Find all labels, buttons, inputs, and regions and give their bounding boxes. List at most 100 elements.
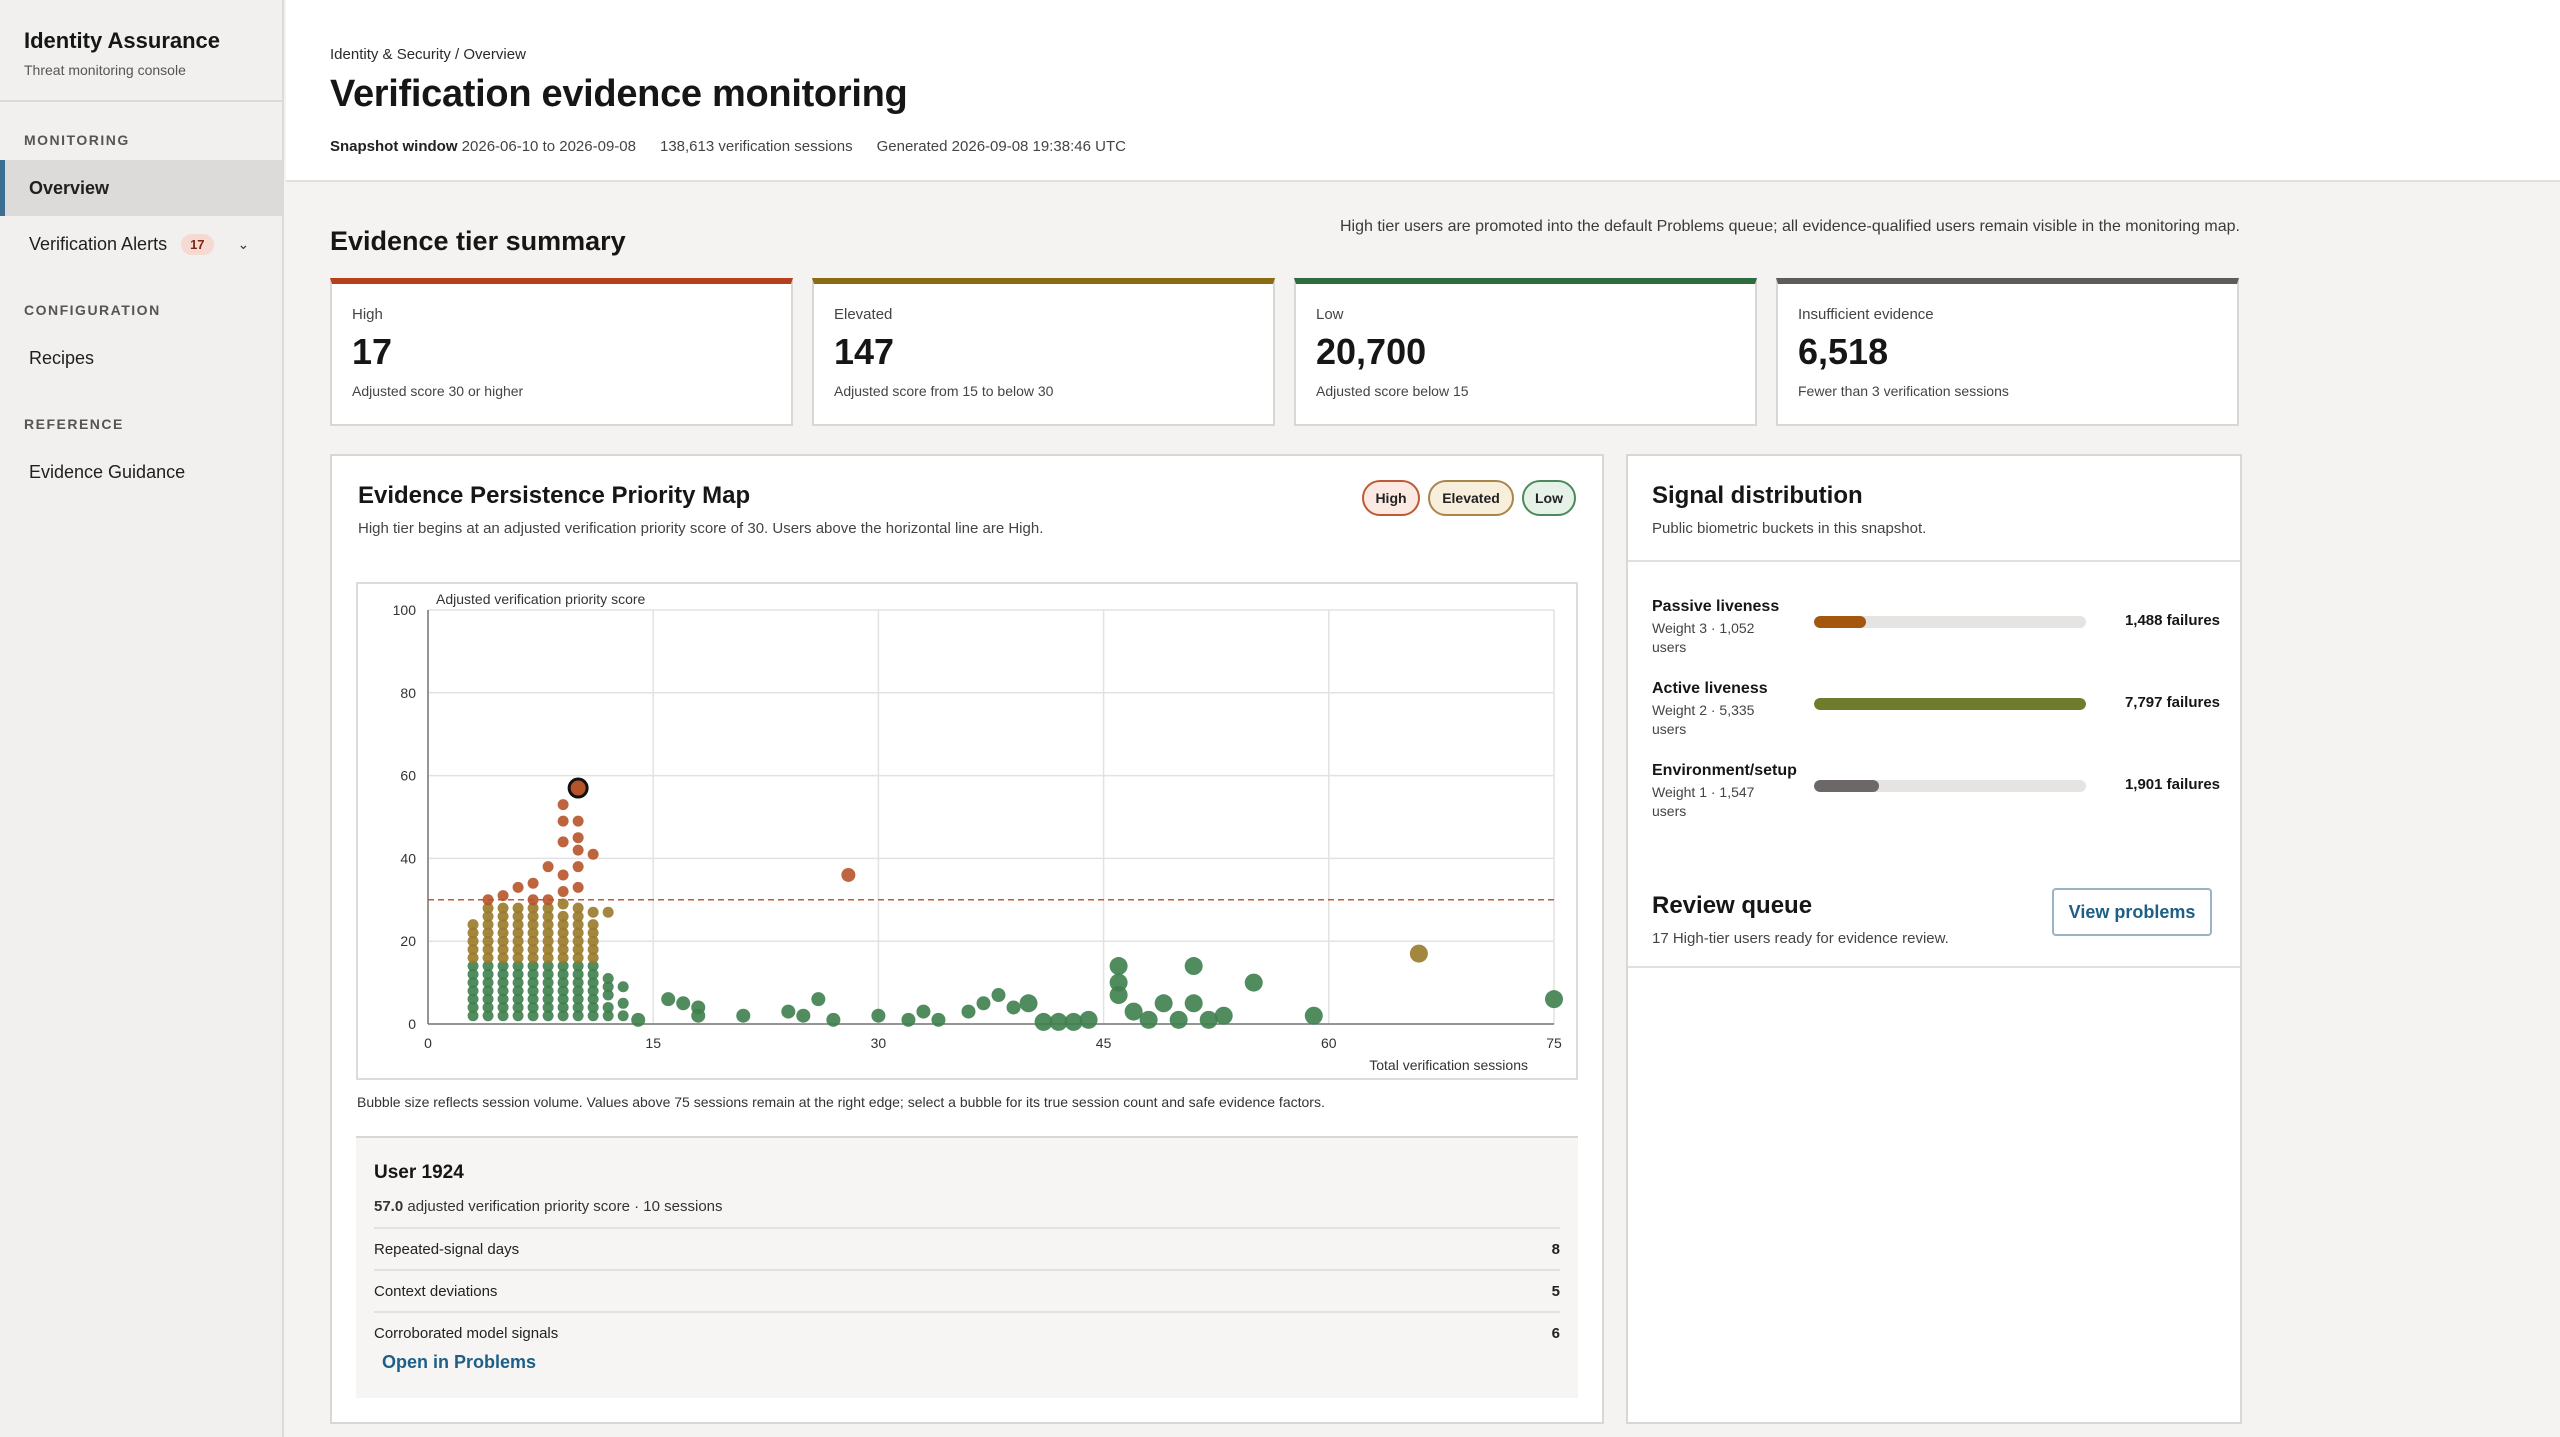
data-point: [617, 1010, 629, 1022]
signal-count: 7,797 failures: [2124, 694, 2220, 711]
data-point: [572, 927, 584, 939]
detail-row-label: Context deviations: [374, 1282, 498, 1300]
tier-label: Elevated: [834, 306, 893, 323]
signal-name: Environment/setup: [1652, 762, 1797, 779]
detail-row-label: Corroborated model signals: [374, 1324, 559, 1342]
data-point: [572, 1010, 584, 1022]
sidebar-item-evidence-guidance[interactable]: Evidence Guidance: [0, 444, 282, 500]
data-point: [512, 977, 524, 989]
sidebar-item-verification-alerts[interactable]: Verification Alerts 17 ⌄: [0, 216, 282, 272]
breadcrumb: Identity & Security / Overview: [330, 46, 526, 63]
data-point: [542, 902, 554, 914]
data-point: [542, 910, 554, 922]
data-point: [512, 1010, 524, 1022]
sidebar-header: Identity Assurance Threat monitoring con…: [0, 0, 282, 102]
detail-score-line: 57.0 adjusted verification priority scor…: [374, 1198, 1560, 1215]
x-axis-label: Total verification sessions: [1369, 1057, 1528, 1073]
data-point: [1124, 1002, 1143, 1021]
data-point: [1184, 957, 1203, 976]
y-axis-label: Adjusted verification priority score: [436, 591, 646, 607]
signal-bar-fill: [1814, 780, 1880, 792]
data-point: [1019, 994, 1038, 1013]
x-tick-label: 75: [1546, 1035, 1562, 1051]
detail-row-value: 5: [1551, 1282, 1560, 1300]
data-point: [1199, 1010, 1218, 1029]
data-point: [1079, 1010, 1098, 1029]
data-point: [587, 952, 599, 964]
legend-elevated[interactable]: Elevated: [1428, 480, 1514, 516]
data-point: [467, 977, 479, 989]
data-point: [826, 1012, 841, 1027]
sidebar: Identity Assurance Threat monitoring con…: [0, 0, 284, 1437]
tier-card-elevated: Elevated 147 Adjusted score from 15 to b…: [812, 278, 1275, 426]
chevron-down-icon[interactable]: ⌄: [237, 235, 250, 252]
data-point: [527, 877, 539, 889]
legend-low[interactable]: Low: [1522, 480, 1576, 516]
signal-count: 1,488 failures: [2124, 612, 2220, 629]
legend-high[interactable]: High: [1362, 480, 1420, 516]
signal-meta: Weight 1 · 1,547 users: [1652, 784, 1755, 819]
data-point: [587, 985, 599, 997]
tier-summary-title: Evidence tier summary: [330, 226, 626, 256]
tier-description: Adjusted score 30 or higher: [352, 383, 524, 399]
data-point: [587, 993, 599, 1005]
data-point: [467, 943, 479, 955]
y-tick-label: 0: [408, 1016, 416, 1032]
data-point: [497, 993, 509, 1005]
data-point: [527, 910, 539, 922]
sidebar-item-overview[interactable]: Overview: [0, 160, 282, 216]
sidebar-section-configuration: CONFIGURATION: [24, 302, 161, 318]
tier-description: Adjusted score from 15 to below 30: [834, 383, 1054, 399]
data-point: [482, 902, 494, 914]
data-point: [482, 919, 494, 931]
sidebar-item-recipes[interactable]: Recipes: [0, 330, 282, 386]
data-point: [602, 1001, 614, 1013]
data-point: [482, 894, 494, 906]
data-point: [527, 943, 539, 955]
x-tick-label: 15: [645, 1035, 661, 1051]
data-point: [617, 997, 629, 1009]
data-point: [572, 952, 584, 964]
data-point: [542, 1010, 554, 1022]
data-point: [1214, 1006, 1233, 1025]
data-point: [467, 927, 479, 939]
open-in-problems-link[interactable]: Open in Problems: [382, 1352, 537, 1372]
x-tick-label: 60: [1321, 1035, 1337, 1051]
data-point: [572, 985, 584, 997]
chart-axes: 0 15 30 45 60 75 0 20 40 60 80 100 Adjusted verifica…: [393, 591, 1562, 1073]
data-point: [557, 898, 569, 910]
data-point: [557, 977, 569, 989]
data-point: [557, 927, 569, 939]
data-point: [1049, 1012, 1068, 1031]
tier-value: 6,518: [1798, 331, 1889, 372]
x-tick-label: 0: [424, 1035, 432, 1051]
data-point: [467, 919, 479, 931]
data-point: [482, 1010, 494, 1022]
data-point: [467, 960, 479, 972]
data-point: [497, 927, 509, 939]
data-point: [587, 968, 599, 980]
data-point: [542, 919, 554, 931]
priority-map-chart[interactable]: 0 15 30 45 60 75 0 20 40 60 80 100 Adjusted verifica…: [356, 582, 1578, 1080]
tier-value: 20,700: [1316, 331, 1427, 372]
detail-row: Repeated-signal days 8: [374, 1227, 1560, 1269]
data-point: [811, 992, 826, 1007]
data-point: [557, 886, 569, 898]
data-point: [631, 1012, 646, 1027]
data-point: [602, 972, 614, 984]
scatter-plot[interactable]: 0 15 30 45 60 75 0 20 40 60 80 100 Adjusted verifica…: [358, 584, 1580, 1082]
view-problems-button[interactable]: View problems: [2052, 888, 2212, 936]
chart-points: [467, 777, 1563, 1031]
page-title: Verification evidence monitoring: [330, 73, 908, 115]
data-point: [1409, 944, 1428, 963]
app-subtitle: Threat monitoring console: [24, 62, 186, 78]
sidebar-item-label: Recipes: [29, 347, 95, 368]
y-tick-label: 80: [400, 685, 416, 701]
data-point: [991, 988, 1006, 1003]
data-point: [676, 996, 691, 1011]
detail-row-value: 8: [1551, 1240, 1560, 1258]
data-point: [572, 935, 584, 947]
data-point: [572, 902, 584, 914]
signal-bar: [1814, 780, 2086, 792]
data-point: [602, 1010, 614, 1022]
